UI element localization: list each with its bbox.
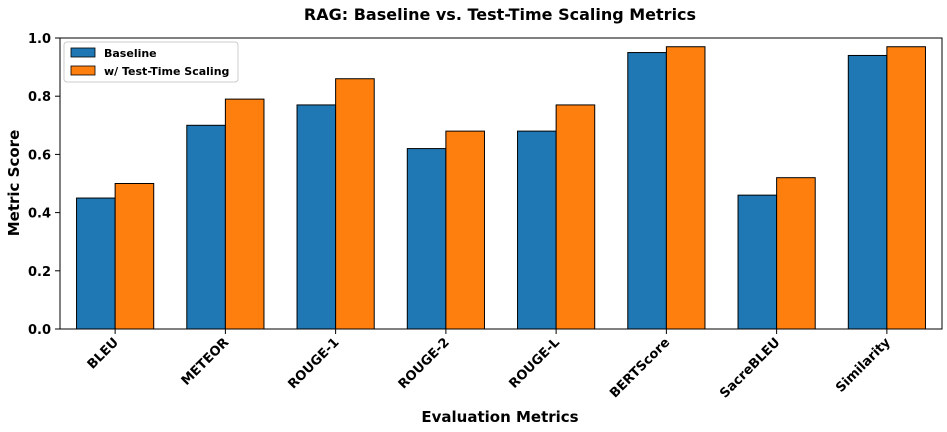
x-tick-label-rouge-2: ROUGE-2 bbox=[396, 335, 453, 392]
legend-swatch-baseline bbox=[70, 47, 96, 58]
bar-baseline-bertscore bbox=[627, 52, 667, 330]
legend-box bbox=[63, 41, 239, 83]
bar-baseline-rouge-1 bbox=[296, 104, 337, 330]
bar-w-test-time-scaling-bertscore bbox=[665, 46, 706, 330]
y-tick-label: 0.2 bbox=[28, 265, 51, 280]
x-tick-label-meteor: METEOR bbox=[179, 335, 232, 388]
x-axis-label: Evaluation Metrics bbox=[421, 408, 578, 426]
x-tick-label-similarity: Similarity bbox=[833, 335, 894, 396]
y-tick-label: 0.8 bbox=[28, 90, 51, 105]
bar-baseline-bleu bbox=[76, 197, 116, 330]
bar-w-test-time-scaling-rouge-l bbox=[555, 104, 596, 330]
bar-baseline-similarity bbox=[847, 54, 888, 330]
x-tick-label-rouge-1: ROUGE-1 bbox=[285, 335, 342, 392]
bar-w-test-time-scaling-rouge-2 bbox=[445, 130, 485, 330]
x-tick-label-bleu: BLEU bbox=[85, 335, 122, 372]
x-axis: BLEU METEOR ROUGE-1 ROUGE-2 ROUGE-L BERTScore… bbox=[85, 329, 894, 401]
legend: Baseline w/ Test-Time Scaling bbox=[63, 41, 239, 83]
y-axis-label: Metric Score bbox=[5, 130, 23, 237]
bar-w-test-time-scaling-meteor bbox=[224, 98, 265, 330]
y-tick-label: 0.4 bbox=[28, 207, 51, 222]
y-tick-label: 0.0 bbox=[28, 323, 51, 338]
y-axis: 0.0 0.2 0.4 0.6 0.8 1.0 bbox=[28, 32, 60, 338]
plot-frame bbox=[59, 37, 943, 330]
bar-baseline-sacrebleu bbox=[737, 194, 778, 330]
x-tick-label-sacrebleu: SacreBLEU bbox=[717, 335, 783, 401]
legend-label-baseline: Baseline bbox=[104, 47, 157, 60]
y-tick-label: 0.6 bbox=[28, 148, 51, 163]
bar-w-test-time-scaling-bleu bbox=[114, 183, 155, 330]
bar-w-test-time-scaling-similarity bbox=[886, 46, 926, 330]
bar-baseline-meteor bbox=[186, 124, 226, 330]
x-tick-label-rouge-l: ROUGE-L bbox=[506, 335, 562, 391]
legend-label-test-time-scaling: w/ Test-Time Scaling bbox=[104, 65, 229, 78]
legend-swatch-test-time-scaling bbox=[70, 65, 96, 76]
chart-title: RAG: Baseline vs. Test-Time Scaling Metr… bbox=[304, 5, 696, 24]
bar-baseline-rouge-l bbox=[517, 130, 557, 330]
x-tick-label-bertscore: BERTScore bbox=[607, 335, 673, 401]
y-tick-label: 1.0 bbox=[28, 32, 51, 47]
bar-w-test-time-scaling-rouge-1 bbox=[335, 78, 375, 330]
bars-group bbox=[76, 46, 926, 330]
bar-baseline-rouge-2 bbox=[406, 148, 447, 330]
bar-w-test-time-scaling-sacrebleu bbox=[776, 177, 816, 330]
